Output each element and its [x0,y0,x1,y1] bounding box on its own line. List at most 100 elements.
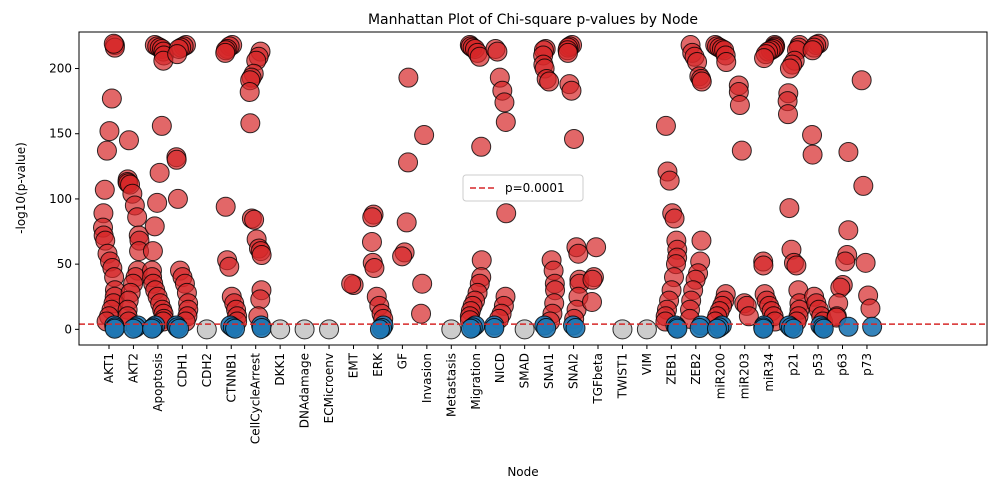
x-tick-label: p53 [811,353,825,376]
data-point-significant [361,231,382,252]
data-point-significant [151,115,172,136]
x-axis-title: Node [507,465,538,479]
data-point-significant [802,144,823,165]
plot-frame [78,31,988,346]
x-tick-label: miR200 [713,353,727,399]
data-point-significant [96,140,117,161]
data-point-not-significant [460,318,481,339]
x-tick-label: p63 [836,353,850,376]
data-point-significant [398,152,419,173]
x-tick-label: ZEB1 [664,353,678,385]
data-point-significant [364,258,385,279]
data-point-significant [94,179,115,200]
y-tick-label: 200 [49,62,72,76]
data-point-significant [557,42,578,63]
data-point-significant [716,51,737,72]
data-point-significant [659,170,680,191]
data-point-not-significant [753,318,774,339]
legend-box [462,174,584,202]
data-point-significant [166,149,187,170]
data-point-significant [802,125,823,146]
data-point-significant [691,71,712,92]
data-point-significant [149,162,170,183]
data-point-significant [167,188,188,209]
data-point-significant [414,125,435,146]
legend-threshold-label: p=0.0001 [505,181,565,195]
x-tick-label: NICD [493,353,507,383]
data-point-significant [539,71,560,92]
data-point-not-significant [565,318,586,339]
data-point-significant [731,140,752,161]
data-point-significant [101,88,122,109]
data-point-not-tested [196,319,217,340]
data-point-not-tested [270,319,291,340]
data-point-not-tested [612,319,633,340]
x-tick-label: SNAI2 [567,353,581,389]
x-tick-label: DNAdamage [298,353,312,428]
x-tick-label: CDH2 [200,353,214,387]
data-point-significant [729,95,750,116]
legend: p=0.0001 [462,174,584,202]
data-point-significant [860,298,881,319]
data-point-not-significant [225,318,246,339]
data-point-significant [853,175,874,196]
data-point-significant [398,67,419,88]
x-tick-label: TGFbeta [591,353,605,405]
data-point-significant [147,192,168,213]
data-point-not-significant [838,316,859,337]
data-point-significant [99,121,120,142]
data-point-significant [167,44,188,65]
x-tick-label: Metastasis [444,353,458,417]
data-point-significant [779,198,800,219]
y-axis: 0 50 100 150 200 [49,62,79,336]
data-point-significant [855,252,876,273]
data-point-significant [802,40,823,61]
data-point-significant [103,33,124,54]
data-point-not-significant [484,318,505,339]
x-tick-label: Apoptosis [151,353,165,412]
data-point-significant [838,220,859,241]
x-tick-label: Invasion [420,353,434,403]
data-point-not-significant [536,318,557,339]
data-point-not-significant [813,318,834,339]
data-point-significant [664,208,685,229]
data-point-not-tested [636,319,657,340]
data-point-not-tested [319,319,340,340]
data-point-significant [239,81,260,102]
data-point-significant [655,115,676,136]
data-point-significant [127,207,148,228]
x-tick-label: CDH1 [175,353,189,387]
x-tick-label: AKT2 [126,353,140,383]
x-tick-label: AKT1 [102,353,116,383]
data-point-significant [215,42,236,63]
data-point-not-significant [689,318,710,339]
x-tick-label: miR34 [762,353,776,392]
x-tick-label: Migration [469,353,483,410]
data-point-significant [341,273,362,294]
x-tick-label: SNAI1 [542,353,556,389]
data-point-significant [494,92,515,113]
data-point-significant [412,273,433,294]
data-point-not-tested [514,319,535,340]
y-tick-label: 100 [49,192,72,206]
data-point-not-significant [142,318,163,339]
data-point-significant [219,256,240,277]
x-tick-label: p73 [860,353,874,376]
data-point-not-significant [706,318,727,339]
x-tick-label: VIM [640,353,654,375]
data-point-not-significant [104,318,125,339]
data-point-significant [362,207,383,228]
data-point-significant [411,303,432,324]
data-point-significant [777,104,798,125]
data-point-significant [496,203,517,224]
x-tick-label: ECMicroenv [322,353,336,423]
x-tick-label: SMAD [518,353,532,388]
data-point-not-significant [862,316,883,337]
data-points [93,33,883,340]
data-point-not-significant [123,318,144,339]
data-point-significant [838,141,859,162]
data-point-significant [582,291,603,312]
data-point-significant [144,216,165,237]
data-point-significant [250,289,271,310]
